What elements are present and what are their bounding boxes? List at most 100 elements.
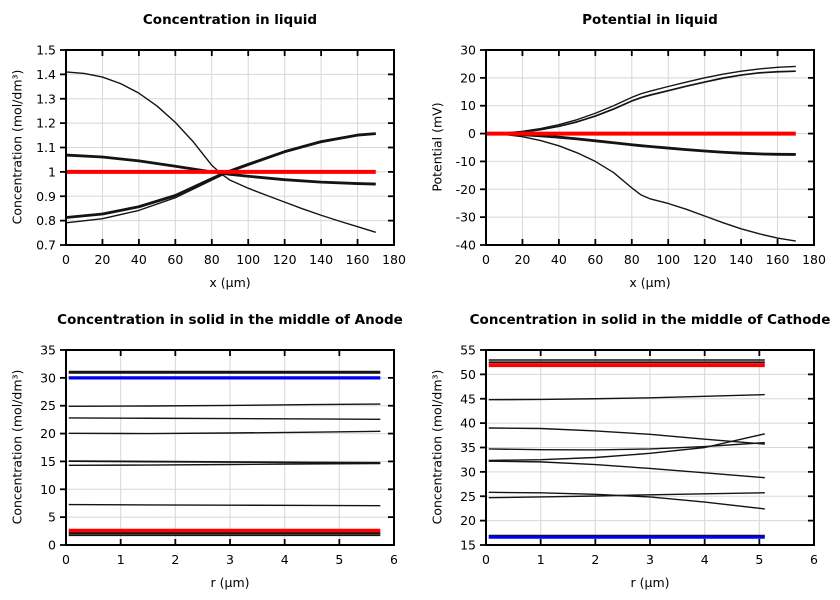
tick-label-x: 100 (236, 252, 260, 267)
tick-label-y: 10 (40, 482, 56, 497)
tick-label-x: 6 (810, 552, 818, 567)
series-flat-23 (68, 417, 381, 421)
x-axis-label: x (μm) (209, 275, 251, 290)
series-steep-decline (485, 132, 796, 242)
series-decline-39 (488, 427, 765, 445)
y-axis-label: Concentration (mol/dm³) (9, 69, 25, 225)
tick-label-x: 20 (514, 252, 530, 267)
series-decline-32-to-29 (488, 460, 765, 479)
tick-label-y: 40 (460, 416, 476, 431)
tick-label-x: 100 (656, 252, 680, 267)
tick-label-y: 30 (460, 464, 476, 479)
tick-label-x: 1 (117, 552, 125, 567)
y-axis-label: Potential (mV) (429, 102, 445, 192)
x-axis-label: x (μm) (629, 275, 671, 290)
tick-label-y: -40 (456, 238, 476, 253)
plot-area-solid-anode: 0 1 2 3 4 5 6 0 5 10 15 20 25 30 35 (40, 343, 398, 568)
tick-label-y: 50 (460, 367, 476, 382)
tick-label-y: 35 (40, 343, 56, 358)
tick-label-y: 0.9 (36, 189, 56, 204)
tick-label-x: 80 (624, 252, 640, 267)
tick-label-x: 2 (591, 552, 599, 567)
tick-label-x: 180 (802, 252, 826, 267)
tick-label-x: 3 (646, 552, 654, 567)
tick-label-y: 1.4 (36, 67, 56, 82)
tick-label-y: 1.1 (36, 140, 56, 155)
chart-concentration-solid-cathode: 0 1 2 3 4 5 6 15 20 25 30 35 40 45 50 55 Concentration … (420, 300, 840, 600)
series-rise-45 (488, 393, 765, 401)
tick-label-y: 30 (40, 370, 56, 385)
tick-label-y: -10 (456, 154, 476, 169)
tick-label-x: 60 (587, 252, 603, 267)
tick-label-x: 0 (62, 252, 70, 267)
chart-title: Concentration in solid in the middle of … (57, 312, 403, 328)
plot-box (485, 49, 815, 246)
series-top-rise (485, 65, 796, 135)
tick-label-y: 1.5 (36, 43, 56, 58)
series-pair-15-upper (68, 460, 381, 464)
chart-potential-in-liquid: 0 20 40 60 80 100 120 140 160 180 -40 -30 -20 -10 0 10 2… (420, 0, 840, 300)
series-second-rise (485, 70, 796, 135)
tick-label-x: 0 (482, 252, 490, 267)
tick-label-x: 140 (309, 252, 333, 267)
tick-label-x: 3 (226, 552, 234, 567)
tick-label-y: -20 (456, 182, 476, 197)
tick-label-x: 120 (273, 252, 297, 267)
tick-label-y: 1.2 (36, 116, 56, 131)
tick-label-y: -30 (456, 210, 476, 225)
series-pair-15-lower (68, 462, 381, 467)
x-axis-label: r (μm) (630, 575, 670, 590)
tick-label-x: 5 (755, 552, 763, 567)
tick-label-x: 6 (390, 552, 398, 567)
series-upper-thick-decline (65, 153, 376, 186)
tick-label-x: 60 (167, 252, 183, 267)
tick-label-y: 25 (460, 489, 476, 504)
tick-label-y: 0.8 (36, 213, 56, 228)
tick-label-x: 2 (171, 552, 179, 567)
tick-label-y: 0.7 (36, 238, 56, 253)
tick-label-x: 40 (551, 252, 567, 267)
tick-label-y: 20 (40, 426, 56, 441)
tick-label-x: 80 (204, 252, 220, 267)
tick-label-x: 160 (766, 252, 790, 267)
tick-label-x: 0 (62, 552, 70, 567)
series-steep-decline (65, 71, 376, 233)
tick-label-y: 1 (48, 164, 56, 179)
chart-title: Potential in liquid (582, 12, 718, 28)
series-flat-7 (68, 503, 381, 507)
tick-label-x: 160 (346, 252, 370, 267)
chart-title: Concentration in solid in the middle of … (469, 312, 831, 328)
series-flat-20 (68, 430, 381, 435)
tick-label-x: 5 (335, 552, 343, 567)
tick-label-y: 55 (460, 343, 476, 358)
tick-label-y: 25 (40, 398, 56, 413)
tick-label-y: 15 (460, 538, 476, 553)
y-axis-label: Concentration (mol/dm³) (429, 369, 445, 525)
y-axis-label: Concentration (mol/dm³) (9, 369, 25, 525)
tick-label-y: 10 (460, 98, 476, 113)
tick-label-y: 0 (48, 538, 56, 553)
chart-concentration-in-liquid: 0 20 40 60 80 100 120 140 160 180 0.7 0.8 0.9 1 1.1 1.2… (0, 0, 420, 300)
tick-label-y: 20 (460, 513, 476, 528)
tick-label-x: 40 (131, 252, 147, 267)
tick-label-y: 30 (460, 43, 476, 58)
tick-label-y: 5 (48, 510, 56, 525)
tick-label-x: 20 (94, 252, 110, 267)
series-mid-thick-decline (485, 132, 796, 156)
plot-area-potential-liquid: 0 20 40 60 80 100 120 140 160 180 -40 -30 -20 -10 0 10 2… (456, 43, 826, 268)
x-axis-label: r (μm) (210, 575, 250, 590)
plot-area-concentration-liquid: 0 20 40 60 80 100 120 140 160 180 0.7 0.8 0.9 1 1.1 1.2… (36, 43, 406, 268)
tick-label-x: 180 (382, 252, 406, 267)
tick-label-y: 0 (468, 126, 476, 141)
series-flat-25 (68, 403, 381, 407)
series-rise-32-to-38 (488, 433, 765, 462)
tick-label-x: 140 (729, 252, 753, 267)
tick-label-y: 1.3 (36, 91, 56, 106)
tick-label-x: 0 (482, 552, 490, 567)
chart-title: Concentration in liquid (142, 12, 318, 28)
tick-label-y: 35 (460, 440, 476, 455)
tick-label-y: 15 (40, 454, 56, 469)
tick-label-x: 4 (281, 552, 289, 567)
